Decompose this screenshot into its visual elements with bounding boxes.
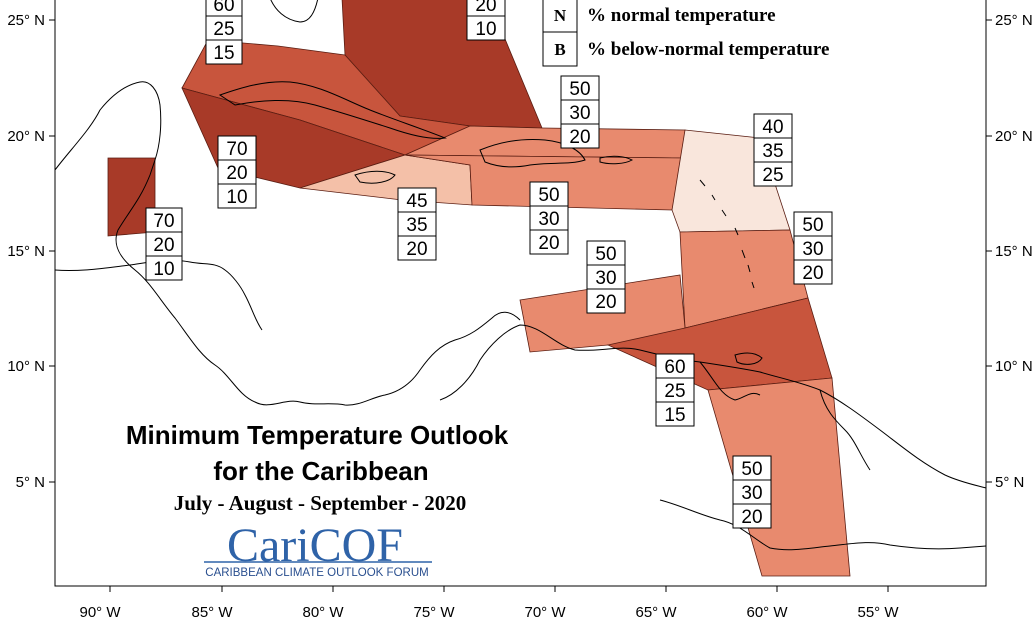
legend-label-below: % below-normal temperature (587, 39, 829, 60)
y-tick-label: 20° N (995, 128, 1033, 145)
x-tick-label: 60° W (746, 604, 788, 621)
trinidad-coast (734, 352, 763, 365)
prob-below: 25 (762, 165, 783, 186)
prob-normal: 25 (213, 19, 234, 40)
guiana-coast (819, 389, 871, 471)
prob-below: 20 (538, 233, 559, 254)
y-tick-labels-right: 25° N 20° N 15° N 10° N 5° N (995, 12, 1033, 491)
prob-box-guianas: 50 30 20 (732, 455, 772, 529)
probability-boxes: 60 25 15 20 10 70 20 10 70 20 10 (145, 0, 833, 529)
x-tick-label: 70° W (524, 604, 566, 621)
prob-normal: 30 (595, 268, 616, 289)
x-tick-label: 85° W (191, 604, 233, 621)
amazon-outline (659, 499, 987, 551)
honduras-coast (54, 259, 263, 331)
prob-normal: 30 (741, 483, 762, 504)
prob-below: 20 (569, 127, 590, 148)
y-tick-label: 5° N (995, 474, 1024, 491)
prob-normal: 20 (226, 163, 247, 184)
prob-normal: 20 (475, 0, 496, 16)
prob-normal: 25 (664, 381, 685, 402)
prob-box-jamaica: 45 35 20 (397, 187, 437, 261)
legend-key-n: N (554, 6, 567, 25)
legend-key-b: B (554, 40, 565, 59)
florida-coast (270, 0, 319, 23)
x-tick-labels: 90° W 85° W 80° W 75° W 70° W 65° W 60° … (79, 604, 899, 621)
title-block: Minimum Temperature Outlook for the Cari… (126, 420, 509, 515)
prob-box-leeward-islands: 40 35 25 (753, 113, 793, 187)
logo-subtitle: CARIBBEAN CLIMATE OUTLOOK FORUM (205, 567, 428, 579)
prob-box-belize: 70 20 10 (145, 207, 183, 281)
legend-key-box (542, 31, 578, 67)
prob-below: 20 (741, 507, 762, 528)
prob-box-windward-islands: 50 30 20 (793, 211, 833, 285)
prob-normal: 20 (153, 235, 174, 256)
x-tick-label: 65° W (635, 604, 677, 621)
prob-above: 70 (153, 211, 174, 232)
y-tick-label: 15° N (995, 243, 1033, 260)
prob-above: 50 (741, 459, 762, 480)
prob-box-abc-islands: 50 30 20 (586, 240, 626, 314)
jamaica-coast (354, 170, 396, 184)
prob-box-cuba: 70 20 10 (217, 135, 257, 209)
x-tick-label: 90° W (79, 604, 121, 621)
prob-normal: 35 (406, 215, 427, 236)
prob-below: 10 (153, 259, 174, 280)
prob-below: 10 (475, 19, 496, 40)
lesser-antilles (699, 179, 755, 289)
prob-below: 20 (595, 292, 616, 313)
prob-below: 15 (213, 43, 234, 64)
y-tick-label: 10° N (7, 358, 45, 375)
prob-box-hispaniola-north: 50 30 20 (560, 75, 600, 149)
logo-wordmark: CariCOF (227, 519, 403, 572)
prob-above: 40 (762, 117, 783, 138)
legend: N B % normal temperature % below-normal … (542, 0, 829, 67)
y-tick-label: 15° N (7, 243, 45, 260)
prob-box-bahamas-north: 60 25 15 (205, 0, 243, 65)
coastlines (54, 0, 987, 551)
prob-above: 60 (664, 357, 685, 378)
hispaniola-coast (479, 139, 586, 168)
prob-box-bahamas-east: 20 10 (466, 0, 506, 41)
prob-above: 70 (226, 139, 247, 160)
prob-normal: 30 (538, 209, 559, 230)
map-title-line1: Minimum Temperature Outlook (126, 420, 509, 450)
y-tick-label: 10° N (995, 358, 1033, 375)
prob-below: 15 (664, 405, 685, 426)
y-tick-labels-left: 25° N 20° N 15° N 10° N 5° N (7, 12, 45, 491)
y-tick-label: 25° N (995, 12, 1033, 29)
map-title-line2: for the Caribbean (213, 456, 428, 486)
prob-normal: 30 (569, 103, 590, 124)
prob-above: 60 (213, 0, 234, 16)
prob-below: 10 (226, 187, 247, 208)
x-tick-label: 75° W (413, 604, 455, 621)
legend-key-box (542, 0, 578, 33)
prob-below: 20 (406, 239, 427, 260)
prob-box-hispaniola: 50 30 20 (529, 181, 569, 255)
prob-box-trinidad: 60 25 15 (655, 353, 695, 427)
prob-above: 50 (569, 79, 590, 100)
mexico-yucatan-coast (54, 81, 521, 406)
map-subtitle: July - August - September - 2020 (174, 491, 466, 515)
y-tick-label: 25° N (7, 12, 45, 29)
y-tick-label: 20° N (7, 128, 45, 145)
prob-above: 50 (802, 215, 823, 236)
x-tick-label: 55° W (857, 604, 899, 621)
x-tick-label: 80° W (302, 604, 344, 621)
puerto-rico-coast (599, 155, 634, 165)
caricof-logo: CariCOF CARIBBEAN CLIMATE OUTLOOK FORUM (204, 519, 432, 579)
prob-above: 50 (538, 185, 559, 206)
prob-below: 20 (802, 263, 823, 284)
prob-normal: 30 (802, 239, 823, 260)
y-tick-label: 5° N (16, 474, 45, 491)
prob-normal: 35 (762, 141, 783, 162)
y-axis-ticks (49, 19, 992, 483)
cuba-coast (218, 81, 447, 139)
prob-above: 45 (406, 191, 427, 212)
x-axis-ticks (109, 586, 889, 592)
prob-above: 50 (595, 244, 616, 265)
venezuela-interior (699, 361, 761, 401)
legend-label-normal: % normal temperature (587, 5, 776, 26)
